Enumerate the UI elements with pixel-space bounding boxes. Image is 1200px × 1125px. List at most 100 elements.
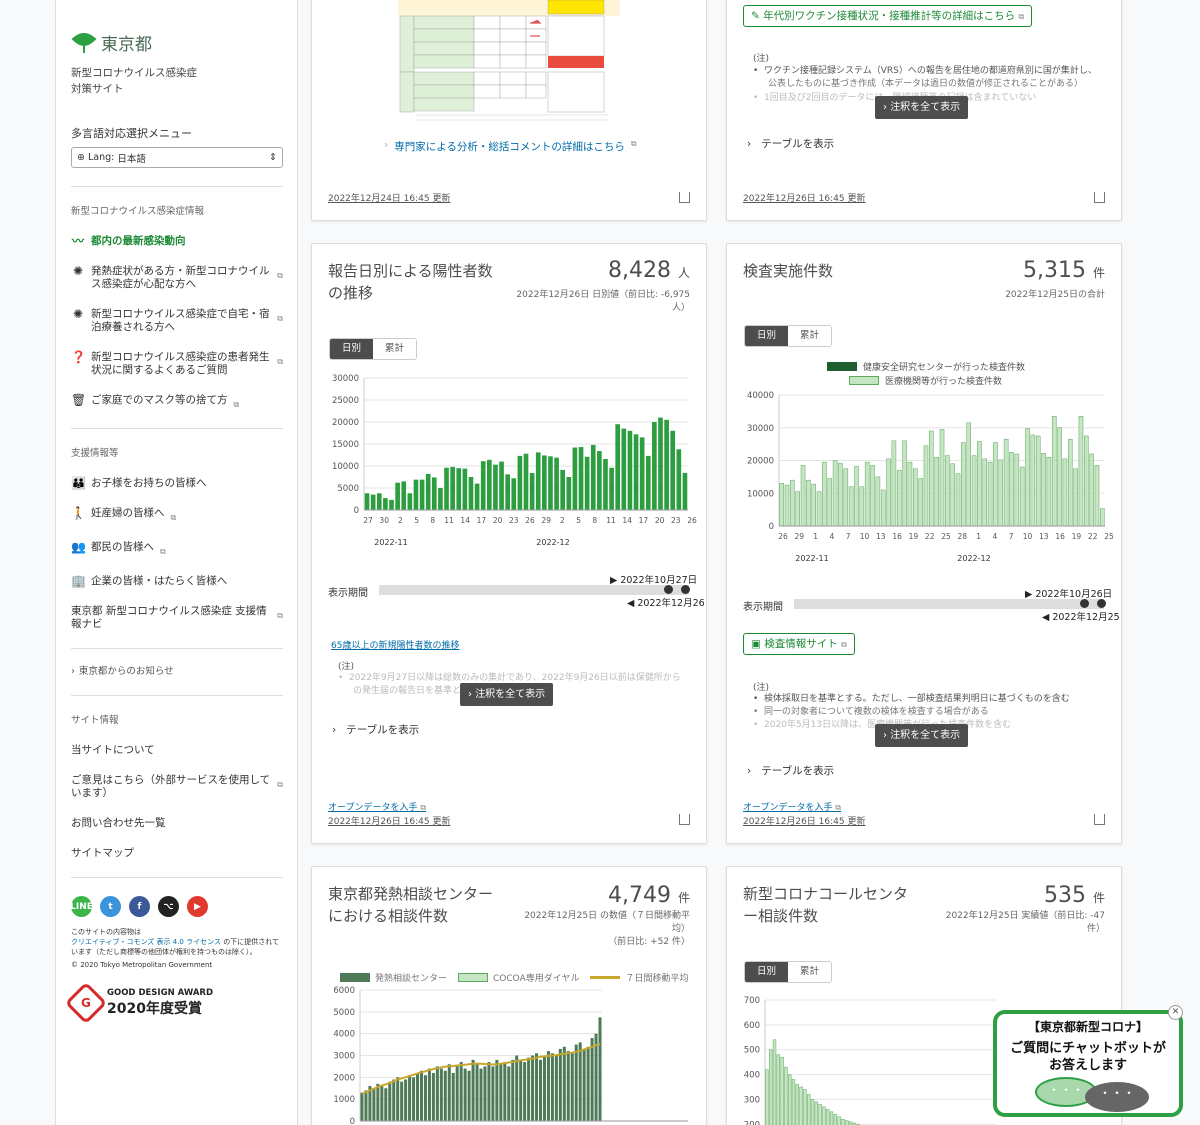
y-tick-label: 1000	[333, 1095, 355, 1105]
nav-faq[interactable]: ❓ 新型コロナウイルス感染症の患者発生状況に関するよくあるご質問 ⧉	[71, 351, 283, 377]
tab-cumulative[interactable]: 累計	[788, 962, 832, 982]
share-icon[interactable]	[1094, 192, 1105, 203]
nav-latest-trends[interactable]: 〰 都内の最新感染動向	[71, 235, 283, 248]
daily-cumulative-toggle[interactable]: 日別 累計	[744, 325, 833, 347]
chart-bar	[1030, 434, 1036, 527]
y-tick-label: 20000	[332, 418, 359, 428]
range-slider[interactable]	[794, 599, 1104, 609]
range-handle-start[interactable]	[664, 585, 673, 594]
show-all-notes-button[interactable]: › 注釈を全て表示	[875, 96, 969, 119]
nav-feedback[interactable]: ご意見はこちら（外部サービスを使用しています） ⧉	[71, 774, 283, 800]
nav-home-care[interactable]: ✺ 新型コロナウイルス感染症で自宅・宿泊療養される方へ ⧉	[71, 308, 283, 334]
range-start-text: ▶ 2022年10月27日	[610, 575, 698, 586]
nav-contact[interactable]: お問い合わせ先一覧	[71, 817, 283, 830]
language-select[interactable]: ⊕ Lang: 日本語 ⇕	[71, 147, 283, 168]
daily-cumulative-toggle[interactable]: 日別 累計	[329, 338, 418, 360]
nav-parents[interactable]: 👪 お子様をお持ちの皆様へ	[71, 477, 283, 490]
github-icon[interactable]: ⌥	[158, 896, 179, 917]
site-logo[interactable]: 東京都	[71, 30, 283, 55]
tab-cumulative[interactable]: 累計	[788, 326, 832, 346]
nav-sitemap[interactable]: サイトマップ	[71, 847, 283, 860]
test-info-site-button[interactable]: ▣ 検査情報サイト ⧉	[743, 633, 855, 655]
tab-cumulative[interactable]: 累計	[373, 339, 417, 359]
chart-bar	[818, 1104, 822, 1125]
show-table-toggle[interactable]: › テーブルを表示	[332, 724, 420, 736]
tab-daily[interactable]: 日別	[745, 326, 789, 346]
tab-daily[interactable]: 日別	[330, 339, 374, 359]
chart-bar	[459, 1062, 463, 1121]
y-tick-label: 6000	[333, 986, 355, 996]
nav-business[interactable]: 🏢 企業の皆様・はたらく皆様へ	[71, 575, 283, 588]
y-tick-label: 15000	[332, 440, 359, 450]
nav-pregnant[interactable]: 🚶 妊産婦の皆様へ ⧉	[71, 507, 283, 524]
section-info-title: 新型コロナウイルス感染症情報	[71, 206, 205, 217]
chart-bar	[451, 1072, 455, 1121]
range-slider[interactable]	[379, 585, 689, 595]
y-tick-label: 40000	[747, 391, 774, 401]
chart-bar	[1067, 438, 1073, 527]
range-end-text: ◀ 2022年12月25日	[1042, 612, 1122, 623]
nav-fever[interactable]: ✺ 発熱症状がある方・新型コロナウイルス感染症が心配な方へ ⧉	[71, 265, 283, 291]
chart-bar	[633, 434, 639, 510]
chart-bar	[966, 422, 972, 527]
y-tick-label: 400	[744, 1071, 760, 1081]
card-vaccination: ✎ 年代別ワクチン接種状況・接種推計等の詳細はこちら ⧉ (注) • ワクチン接…	[726, 0, 1122, 221]
share-icon[interactable]	[679, 814, 690, 825]
analysis-link[interactable]: › 専門家による分析・総括コメントの詳細はこちら ⧉	[384, 139, 637, 154]
line-icon[interactable]: LINE	[70, 896, 93, 917]
tab-daily[interactable]: 日別	[745, 962, 789, 982]
good-design-award: G GOOD DESIGN AWARD 2020年度受賞	[64, 981, 283, 1025]
show-all-notes-button[interactable]: › 注釈を全て表示	[875, 724, 969, 747]
chart-bar	[822, 1106, 826, 1125]
youtube-icon[interactable]: ▶	[187, 896, 208, 917]
chart-bar	[950, 463, 955, 527]
chart-bar	[523, 453, 529, 510]
legend-item-center: 健康安全研究センターが行った検査件数	[827, 360, 1025, 373]
nav-citizens[interactable]: 👥 都民の皆様へ ⧉	[71, 541, 283, 558]
chart-bar	[376, 1083, 380, 1121]
share-icon[interactable]	[679, 192, 690, 203]
daily-cumulative-toggle[interactable]: 日別 累計	[744, 961, 833, 983]
nav-support-navi[interactable]: 東京都 新型コロナウイルス感染症 支援情報ナビ ⧉	[71, 605, 283, 631]
range-handle-end[interactable]	[681, 585, 690, 594]
x-tick-label: 29	[795, 532, 805, 541]
headline-subnote: 2022年12月25日 の数値（７日間移動平 均） （前日比: +52 件）	[524, 911, 690, 947]
chart-bar	[546, 1051, 550, 1121]
range-handle-start[interactable]	[1080, 599, 1089, 608]
chart-bar	[841, 1119, 845, 1125]
nav-about[interactable]: 当サイトについて	[71, 744, 283, 757]
elderly-cases-link[interactable]: 65歳以上の新規陽性者数の推移	[331, 641, 460, 651]
opendata-link[interactable]: オープンデータを入手 ⧉	[328, 803, 427, 813]
chart-bar	[772, 1039, 777, 1125]
vaccination-details-button[interactable]: ✎ 年代別ワクチン接種状況・接種推計等の詳細はこちら ⧉	[743, 5, 1033, 27]
chatbot-banner[interactable]: 【東京都新型コロナ】 ご質問にチャットボットが お答えします ・・・ ・・・	[993, 1010, 1183, 1117]
nav-mask-disposal[interactable]: 🗑 ご家庭でのマスク等の捨て方 ⧉	[71, 394, 283, 411]
external-link-icon: ⧉	[841, 640, 847, 649]
license-link[interactable]: クリエイティブ・コモンズ 表示 4.0 ライセンス	[71, 938, 221, 946]
x-tick-label: 11	[606, 516, 616, 525]
chart-bar	[664, 419, 669, 510]
nav-news[interactable]: › 東京都からのお知らせ	[71, 665, 283, 678]
nav-label: 企業の皆様・はたらく皆様へ	[91, 575, 228, 587]
logo-text: 東京都	[101, 35, 152, 55]
headline-value: 5,315 件	[1023, 258, 1105, 283]
facebook-icon[interactable]: f	[129, 896, 150, 917]
y-tick-label: 2000	[333, 1073, 355, 1083]
card-title: 新型コロナコールセンタ ー相談件数	[743, 885, 909, 925]
show-table-toggle[interactable]: › テーブルを表示	[747, 138, 835, 150]
chart-bar	[548, 456, 553, 510]
close-icon[interactable]: ✕	[1168, 1005, 1183, 1020]
y-tick-label: 0	[354, 506, 359, 516]
show-table-toggle[interactable]: › テーブルを表示	[747, 765, 835, 777]
chart-bar	[384, 1088, 388, 1121]
chart-bar	[1062, 458, 1068, 527]
twitter-icon[interactable]: t	[100, 896, 121, 917]
share-icon[interactable]	[1094, 814, 1105, 825]
show-all-notes-button[interactable]: › 注釈を全て表示	[460, 683, 554, 706]
opendata-link[interactable]: オープンデータを入手 ⧉	[743, 803, 842, 813]
range-handle-end[interactable]	[1097, 599, 1106, 608]
updown-icon: ⇕	[269, 152, 277, 163]
x-tick-label: 19	[909, 532, 919, 541]
chart-bar	[1084, 435, 1089, 527]
legend-label: ７日間移動平均	[625, 974, 689, 984]
